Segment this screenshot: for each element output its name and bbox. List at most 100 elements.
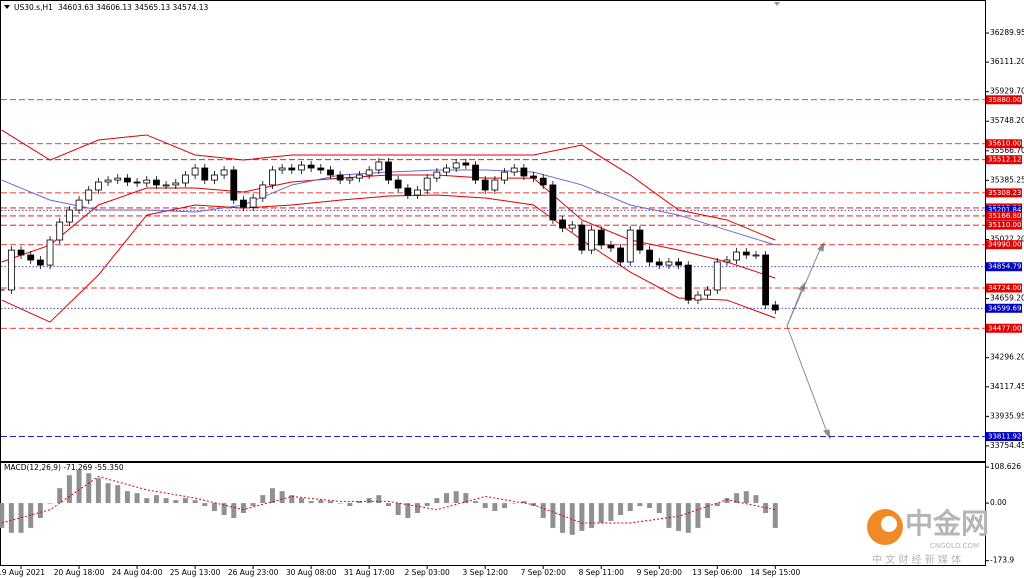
candle [375,161,383,171]
overlay-line [1,129,776,241]
candle [762,254,770,306]
macd-bar [356,501,362,504]
candle [346,177,354,181]
candle [211,174,218,181]
macd-bar [8,503,14,533]
macd-bar [656,503,662,514]
macd-y-tick-label: 108.626 [990,462,1021,471]
candle [46,239,54,266]
candle [201,167,209,181]
candle [665,261,673,266]
macd-bar [434,498,440,504]
macd-bar [298,498,304,504]
watermark: 中金网 CNGOLD.COM 中 文 财 经 新 媒 体 [867,507,989,566]
candle [617,247,624,263]
candle [114,177,122,181]
candle [75,199,83,211]
macd-bar [240,503,246,514]
macd-signal [1,476,776,524]
candle [278,167,286,171]
level-box [986,432,1022,442]
candle [694,294,702,301]
y-tick-label: 36111.20 [990,57,1024,66]
candle [646,249,653,263]
macd-bar [386,503,391,507]
macd-bar [337,503,343,504]
candle [95,181,102,191]
macd-bar [647,503,653,509]
candle [607,244,615,249]
candle [356,174,363,179]
y-tick-label: 34659.20 [990,294,1024,303]
level-box [986,262,1022,272]
macd-bar [453,491,459,504]
candle [713,261,721,291]
candle [385,161,392,181]
candle [191,167,199,176]
macd-bar [124,491,130,504]
macd-bar [95,478,101,504]
candle [143,179,151,184]
candle [559,219,566,229]
macd-bar [211,503,217,512]
x-tick-label: 3 Sep 12:00 [463,568,509,577]
candle [307,164,315,169]
y-tick-label: 33935.95 [990,411,1024,420]
x-tick-label: 24 Aug 04:00 [112,568,163,577]
candle [568,224,576,229]
y-tick-label: 34117.45 [990,382,1024,391]
macd-bar [560,503,566,533]
macd-bar [579,503,585,531]
candle [317,167,325,171]
macd-bar [192,500,198,504]
candle [65,209,73,223]
candle [365,169,373,176]
macd-bar [695,503,701,528]
macd-bar [144,498,150,504]
macd-bar [550,503,556,528]
macd-bar [618,503,624,515]
macd-bar [444,493,450,504]
candle [153,179,160,186]
y-tick-label: 33754.45 [990,441,1024,450]
macd-bar [327,501,333,504]
level-label: 33811.92 [988,433,1021,441]
candle [588,229,595,251]
symbol: US30.s,H1 [14,3,53,12]
candle [414,189,421,196]
level-box [986,139,1022,149]
candle [327,169,334,176]
candle [539,177,547,186]
macd-bar [705,503,711,518]
level-label: 34477.00 [988,324,1021,332]
level-box [986,188,1022,198]
macd-bar [221,503,227,515]
macd-bar [714,503,720,507]
level-label: 34724.00 [988,284,1021,292]
macd-bar [115,485,121,504]
level-box [986,283,1022,293]
x-tick-label: 14 Sep 15:00 [750,568,800,577]
candle [597,229,605,246]
level-box [986,205,1022,215]
candle [704,289,712,296]
macd-bar [772,503,778,528]
macd-bar [0,503,5,528]
level-label: 35610.00 [988,140,1021,148]
candle [684,264,692,301]
macd-bar [598,503,604,523]
macd-bar [627,503,633,512]
level-box [986,303,1022,313]
macd-bar [18,503,24,533]
candle [733,251,741,261]
macd-bar [173,500,179,504]
menu-triangle [4,5,10,9]
x-tick-label: 13 Sep 06:00 [692,568,742,577]
candle [56,221,64,241]
macd-bar [153,495,159,504]
candle [742,251,750,256]
macd-bar [395,503,401,515]
macd-bar [57,488,63,504]
candle [336,174,344,181]
price-panel [0,0,986,462]
